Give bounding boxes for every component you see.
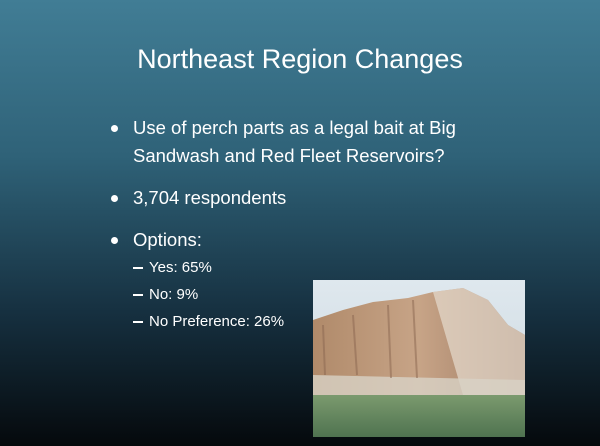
sub-bullet-text: Yes: 65% [149,259,212,276]
bullet-item: Use of perch parts as a legal bait at Bi… [111,114,531,170]
bullet-list: Use of perch parts as a legal bait at Bi… [111,114,531,349]
dash-marker [133,267,143,269]
bullet-item: 3,704 respondents [111,184,531,212]
bullet-marker [111,237,118,244]
sub-bullet-text: No: 9% [149,286,199,303]
sub-bullet-text: No Preference: 26% [149,313,285,330]
sub-bullet: Yes: 65% [133,254,531,281]
bullet-text: 3,704 respondents [133,187,287,208]
bullet-marker [111,195,118,202]
sub-bullet: No Preference: 26% [133,308,531,335]
slide-title: Northeast Region Changes [137,44,463,74]
bullet-marker [111,125,118,132]
bullet-text: Use of perch parts as a legal bait at Bi… [133,117,456,166]
dash-marker [133,321,143,323]
photo [313,280,525,437]
sub-bullet: No: 9% [133,281,531,308]
bullet-text: Options: [133,229,202,250]
dash-marker [133,294,143,296]
bullet-item: Options: Yes: 65% No: 9% No Preference: 26% [111,226,531,335]
